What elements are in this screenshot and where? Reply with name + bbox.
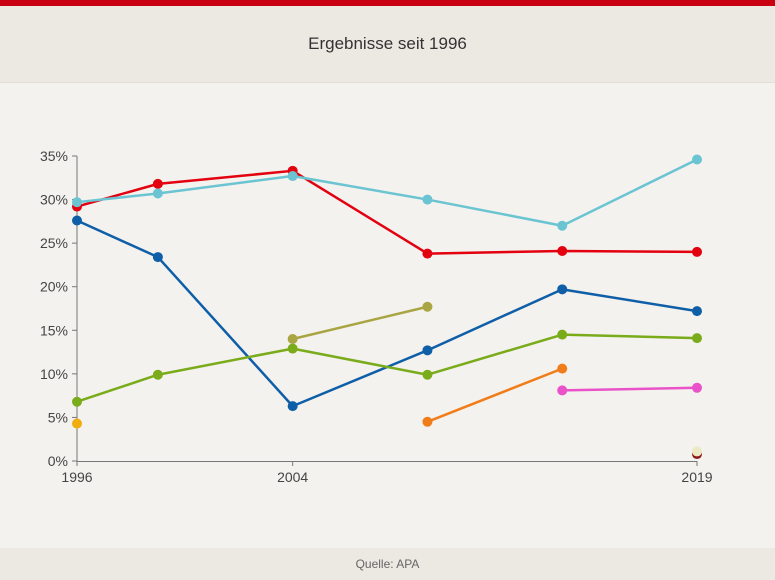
chart-footer: Quelle: APA <box>0 548 775 580</box>
y-tick-label: 35% <box>40 148 68 164</box>
series-line <box>75 219 699 408</box>
chart-header: Ergebnisse seit 1996 <box>0 6 775 83</box>
series-1 <box>72 165 702 259</box>
y-tick-label: 5% <box>48 409 68 425</box>
data-point[interactable] <box>692 382 702 393</box>
series-line <box>75 333 699 403</box>
series-line <box>426 367 564 424</box>
source-note: Quelle: APA <box>355 557 420 571</box>
y-tick-label: 30% <box>40 192 68 208</box>
series-group <box>72 154 702 460</box>
data-point[interactable] <box>557 284 568 295</box>
data-point[interactable] <box>72 197 82 208</box>
data-point[interactable] <box>692 333 702 344</box>
series-line <box>560 386 699 392</box>
data-point[interactable] <box>287 334 298 344</box>
data-point[interactable] <box>287 171 298 182</box>
data-point[interactable] <box>422 369 433 380</box>
data-point[interactable] <box>422 248 433 259</box>
series-line <box>75 158 699 227</box>
data-point[interactable] <box>557 329 568 340</box>
data-point[interactable] <box>422 301 433 312</box>
data-point[interactable] <box>152 188 163 199</box>
data-point[interactable] <box>557 385 568 396</box>
data-point[interactable] <box>287 343 298 354</box>
data-point[interactable] <box>557 220 568 231</box>
series-8 <box>72 418 82 429</box>
series-3 <box>72 215 702 412</box>
line-chart: 0% 5% 10% 15% 20% 25% 30% 35% 1996 2004 2019 <box>40 148 713 485</box>
data-point[interactable] <box>422 345 433 356</box>
series-line <box>75 169 699 255</box>
data-point[interactable] <box>557 363 568 374</box>
series-5 <box>287 301 433 344</box>
data-point[interactable] <box>422 416 433 427</box>
chart-title: Ergebnisse seit 1996 <box>308 34 467 53</box>
series-10 <box>692 446 702 457</box>
data-point[interactable] <box>422 194 433 205</box>
series-2 <box>72 154 702 231</box>
data-point[interactable] <box>287 401 298 412</box>
y-tick-label: 20% <box>40 279 68 295</box>
data-point[interactable] <box>152 252 163 263</box>
data-point[interactable] <box>692 246 702 257</box>
data-point[interactable] <box>72 418 82 429</box>
data-point[interactable] <box>692 154 702 165</box>
data-point[interactable] <box>152 178 163 189</box>
series-line <box>291 305 429 341</box>
series-6 <box>422 363 568 427</box>
data-point[interactable] <box>72 396 82 407</box>
x-tick-label: 2019 <box>681 469 712 485</box>
data-point[interactable] <box>557 245 568 256</box>
data-point[interactable] <box>692 446 702 457</box>
y-tick-label: 10% <box>40 366 68 382</box>
y-tick-label: 25% <box>40 235 68 251</box>
x-tick-label: 1996 <box>61 469 92 485</box>
y-tick-label: 15% <box>40 322 68 338</box>
top-accent-bar <box>0 0 775 6</box>
y-tick-label: 0% <box>48 453 68 469</box>
x-tick-label: 2004 <box>277 469 308 485</box>
data-point[interactable] <box>152 369 163 380</box>
series-7 <box>557 382 702 396</box>
series-4 <box>72 329 702 407</box>
data-point[interactable] <box>692 306 702 317</box>
data-point[interactable] <box>72 215 82 226</box>
axis-ticks: 0% 5% 10% 15% 20% 25% 30% 35% 1996 2004 2019 <box>40 148 713 485</box>
